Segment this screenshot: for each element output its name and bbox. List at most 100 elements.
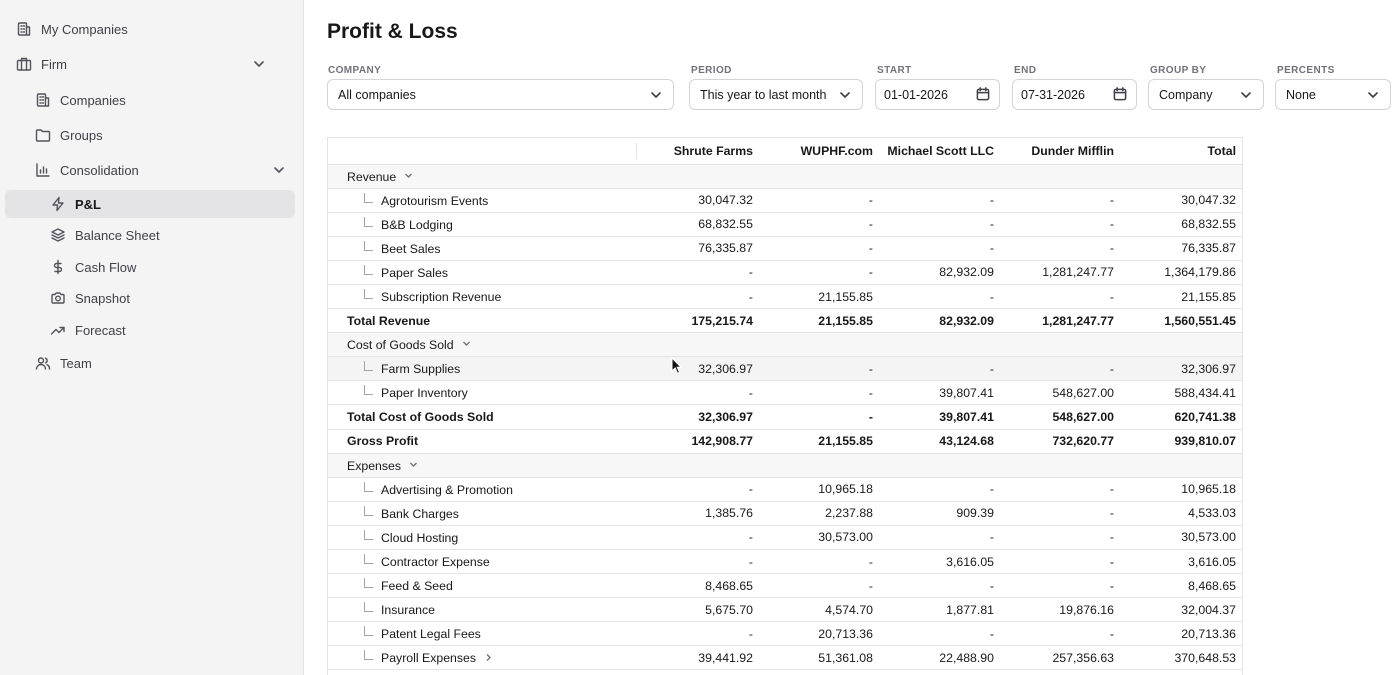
sidebar-item-firm[interactable]: Firm: [16, 50, 286, 78]
sidebar-item-snapshot[interactable]: Snapshot: [50, 284, 130, 312]
value-cell: 1,877.81: [880, 597, 1001, 623]
column-header[interactable]: WUPHF.com: [760, 138, 880, 165]
value-cell: 1,385.76: [636, 501, 760, 526]
value-cell: 4,574.70: [760, 597, 880, 623]
trend-up-icon: [50, 322, 66, 338]
camera-icon: [50, 290, 66, 306]
row-label: Cost of Goods Sold: [347, 338, 454, 353]
value-cell: [1001, 164, 1121, 189]
value-cell: [636, 332, 760, 358]
chevron-right-icon[interactable]: [484, 651, 493, 665]
group-by-select[interactable]: Company: [1148, 79, 1264, 110]
sidebar-item-forecast[interactable]: Forecast: [50, 316, 126, 344]
value-cell: 620,741.38: [1121, 404, 1242, 430]
column-header[interactable]: Shrute Farms: [636, 138, 760, 165]
table-row: Contractor Expense - -3,616.05-3,616.05: [328, 549, 1242, 575]
value-cell: [760, 332, 880, 358]
chevron-down-icon[interactable]: [252, 57, 266, 71]
tree-branch-icon: [364, 264, 373, 275]
table-row: Cloud Hosting -30,573.00- -30,573.00: [328, 525, 1242, 551]
tree-branch-icon: [364, 481, 373, 492]
value-cell: -: [880, 188, 1001, 213]
value-cell: -: [760, 260, 880, 285]
section-row[interactable]: Cost of Goods Sold: [328, 332, 1242, 358]
tree-branch-icon: [364, 602, 373, 613]
calendar-icon[interactable]: [1113, 87, 1128, 102]
sidebar-item-cash-flow[interactable]: Cash Flow: [50, 253, 136, 281]
start-date-input[interactable]: 01-01-2026: [875, 79, 1000, 110]
company-select-value: All companies: [338, 87, 416, 102]
value-cell: 2,237.88: [760, 501, 880, 526]
value-cell: 68,832.55: [1121, 212, 1242, 237]
table-row[interactable]: Payroll Expenses 39,441.92 51,361.08 22,488…: [328, 645, 1242, 671]
period-select[interactable]: This year to last month: [689, 79, 863, 110]
company-select[interactable]: All companies: [327, 79, 674, 110]
sidebar-item-team[interactable]: Team: [35, 349, 92, 377]
row-label: Feed & Seed: [381, 579, 453, 594]
row-label-cell: Insurance: [328, 597, 636, 623]
tree-branch-icon: [364, 216, 373, 227]
value-cell: 39,807.41: [880, 404, 1001, 430]
sidebar-item-pl[interactable]: P&L: [50, 190, 101, 218]
value-cell: -: [760, 404, 880, 430]
total-row: Gross Profit 142,908.77 21,155.85 43,124.68…: [328, 429, 1242, 454]
table-row: Farm Supplies 32,306.97- - -32,306.97: [328, 356, 1242, 382]
tree-branch-icon: [364, 626, 373, 637]
value-cell: -: [636, 284, 760, 310]
column-header[interactable]: Dunder Mifflin: [1001, 138, 1121, 165]
column-divider: [636, 143, 637, 159]
section-row[interactable]: Revenue: [328, 164, 1242, 189]
sidebar-item-consolidation[interactable]: Consolidation: [35, 156, 286, 184]
chevron-down-icon[interactable]: [462, 337, 471, 351]
value-cell: -: [880, 284, 1001, 310]
users-icon: [35, 355, 51, 371]
dollar-icon: [50, 259, 66, 275]
value-cell: 175,215.74: [636, 308, 760, 334]
chevron-down-icon[interactable]: [404, 169, 413, 183]
main-content: Profit & Loss COMPANY All companies PERI…: [304, 0, 1400, 675]
value-cell: -: [1001, 188, 1121, 213]
pl-table: Shrute Farms WUPHF.com Michael Scott LLC…: [327, 137, 1243, 675]
tree-branch-icon: [364, 554, 373, 565]
folder-icon: [35, 127, 51, 143]
building-icon: [35, 92, 51, 108]
total-row: Total Cost of Goods Sold 32,306.97-39,807…: [328, 404, 1242, 430]
value-cell: 21,155.85: [760, 308, 880, 334]
section-row[interactable]: Expenses: [328, 453, 1242, 478]
value-cell: 588,434.41: [1121, 380, 1242, 406]
chevron-down-icon[interactable]: [409, 458, 418, 472]
value-cell: -: [880, 212, 1001, 237]
sidebar-item-my-companies[interactable]: My Companies: [16, 15, 128, 43]
column-header[interactable]: Michael Scott LLC: [880, 138, 1001, 165]
end-date-input[interactable]: 07-31-2026: [1012, 79, 1137, 110]
value-cell: [636, 453, 760, 478]
percents-select[interactable]: None: [1275, 79, 1391, 110]
row-label: Bank Charges: [381, 506, 459, 521]
table-row: Feed & Seed 8,468.65- - -8,468.65: [328, 573, 1242, 599]
sidebar-item-companies[interactable]: Companies: [35, 86, 126, 114]
value-cell: 39,807.41: [880, 380, 1001, 406]
chevron-down-icon: [1239, 88, 1253, 102]
value-cell: 30,573.00: [1121, 525, 1242, 551]
chevron-down-icon[interactable]: [272, 163, 286, 177]
value-cell: 32,306.97: [1121, 356, 1242, 382]
row-label-cell: Gross Profit: [328, 429, 636, 454]
value-cell: 32,004.37: [1121, 597, 1242, 623]
value-cell: -: [1001, 501, 1121, 526]
calendar-icon[interactable]: [976, 87, 991, 102]
sidebar-item-label: Snapshot: [75, 290, 130, 306]
sidebar-item-balance-sheet[interactable]: Balance Sheet: [50, 221, 160, 249]
value-cell: -: [760, 380, 880, 406]
sidebar-item-label: Consolidation: [60, 162, 139, 178]
value-cell: 19,876.16: [1001, 597, 1121, 623]
value-cell: [1121, 453, 1242, 478]
row-label-cell: Expenses: [328, 453, 636, 478]
column-header[interactable]: Total: [1121, 138, 1242, 165]
sidebar-item-label: Groups: [60, 127, 103, 143]
value-cell: 939,810.07: [1121, 429, 1242, 454]
sidebar-item-groups[interactable]: Groups: [35, 121, 103, 149]
table-row: Paper Inventory - -39,807.41 548,627.00 588,…: [328, 380, 1242, 406]
value-cell: 10,965.18: [1121, 477, 1242, 502]
page-title: Profit & Loss: [327, 20, 458, 43]
sidebar-item-label: Cash Flow: [75, 259, 137, 275]
